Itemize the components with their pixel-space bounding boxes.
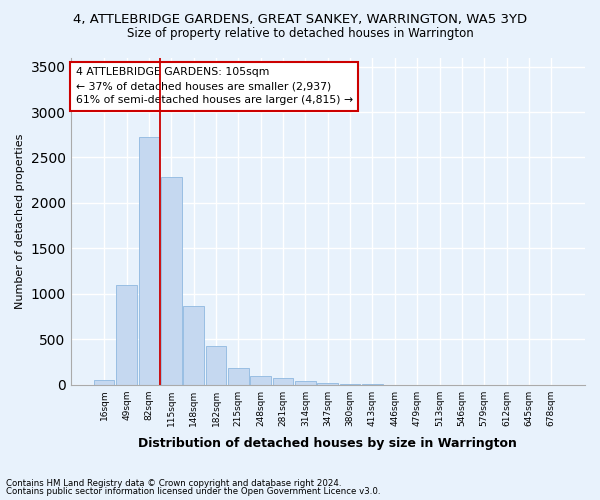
Bar [250, 376, 271, 384]
Bar [184, 306, 204, 384]
Text: Contains HM Land Registry data © Crown copyright and database right 2024.: Contains HM Land Registry data © Crown c… [6, 478, 341, 488]
Text: Size of property relative to detached houses in Warrington: Size of property relative to detached ho… [127, 28, 473, 40]
X-axis label: Distribution of detached houses by size in Warrington: Distribution of detached houses by size … [139, 437, 517, 450]
Text: 4 ATTLEBRIDGE GARDENS: 105sqm
← 37% of detached houses are smaller (2,937)
61% o: 4 ATTLEBRIDGE GARDENS: 105sqm ← 37% of d… [76, 68, 353, 106]
Bar [116, 284, 137, 384]
Bar [206, 346, 226, 385]
Bar [228, 368, 248, 384]
Y-axis label: Number of detached properties: Number of detached properties [15, 134, 25, 309]
Bar [161, 178, 182, 384]
Text: 4, ATTLEBRIDGE GARDENS, GREAT SANKEY, WARRINGTON, WA5 3YD: 4, ATTLEBRIDGE GARDENS, GREAT SANKEY, WA… [73, 12, 527, 26]
Bar [295, 381, 316, 384]
Bar [273, 378, 293, 384]
Bar [139, 136, 159, 384]
Bar [94, 380, 115, 384]
Text: Contains public sector information licensed under the Open Government Licence v3: Contains public sector information licen… [6, 487, 380, 496]
